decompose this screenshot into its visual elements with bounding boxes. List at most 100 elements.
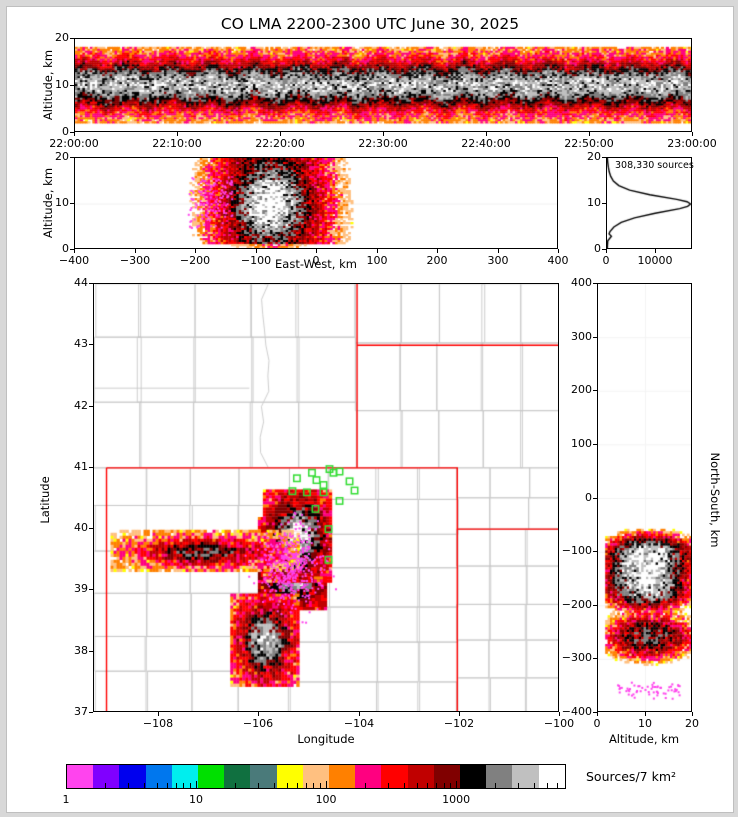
colorbar-swatch — [250, 765, 277, 788]
tick-label: 39 — [74, 582, 88, 595]
tick-mark — [606, 249, 607, 253]
tick-mark — [158, 712, 159, 716]
colorbar-minor-tick — [183, 783, 184, 788]
tick-mark — [486, 132, 487, 136]
tick-mark — [593, 498, 597, 499]
colorbar-minor-tick — [495, 783, 496, 788]
tick-label: 22:20:00 — [255, 137, 305, 150]
tick-label: 10 — [587, 196, 601, 209]
tick-mark — [593, 444, 597, 445]
tick-mark — [316, 249, 317, 253]
colorbar-minor-tick — [320, 783, 321, 788]
colorbar-minor-tick — [167, 783, 168, 788]
colorbar-major-tick — [456, 781, 457, 788]
tick-label: 22:30:00 — [358, 137, 408, 150]
tick-label: 100 — [571, 437, 592, 450]
tick-mark — [602, 249, 606, 250]
tick-mark — [593, 551, 597, 552]
tick-mark — [280, 132, 281, 136]
colorbar-label: Sources/7 km² — [586, 769, 677, 784]
north-south-xlabel: Altitude, km — [608, 732, 680, 746]
tick-mark — [258, 712, 259, 716]
colorbar-minor-tick — [306, 783, 307, 788]
altitude-histogram-curve — [607, 158, 691, 248]
tick-mark — [89, 406, 93, 407]
tick-label: 22:10:00 — [152, 137, 202, 150]
north-south-ylabel: North-South, km — [708, 452, 722, 548]
tick-label: 0 — [593, 717, 601, 730]
tick-mark — [70, 85, 74, 86]
colorbar-swatch — [302, 765, 330, 788]
tick-label: 10 — [638, 717, 652, 730]
tick-mark — [70, 157, 74, 158]
tick-label: 20 — [587, 150, 601, 163]
tick-mark — [359, 712, 360, 716]
tick-label: 44 — [74, 276, 88, 289]
colorbar-swatch — [198, 765, 225, 788]
tick-label: 20 — [685, 717, 699, 730]
tick-mark — [593, 712, 597, 713]
east-west-ylabel: Altitude, km — [41, 167, 55, 239]
colorbar-minor-tick — [144, 783, 145, 788]
panel-north-south[interactable] — [597, 283, 692, 712]
colorbar-swatch — [381, 765, 408, 788]
colorbar-tick-label: 1000 — [442, 793, 471, 806]
tick-label: 200 — [571, 383, 592, 396]
source-count-annotation: 308,330 sources — [615, 160, 694, 171]
colorbar-swatch — [538, 765, 565, 788]
colorbar-swatch — [171, 765, 199, 788]
time-height-scatter — [75, 39, 691, 131]
colorbar-minor-tick — [274, 783, 275, 788]
tick-label: 37 — [74, 705, 88, 718]
panel-time-height[interactable] — [74, 38, 692, 132]
tick-label: 23:00:00 — [667, 137, 717, 150]
tick-mark — [645, 712, 646, 716]
tick-mark — [602, 157, 606, 158]
colorbar-minor-tick — [518, 783, 519, 788]
colorbar-minor-tick — [235, 783, 236, 788]
tick-label: 41 — [74, 460, 88, 473]
east-west-xlabel: East-West, km — [275, 257, 357, 271]
colorbar-minor-tick — [404, 783, 405, 788]
tick-mark — [89, 528, 93, 529]
colorbar-minor-tick — [547, 783, 548, 788]
tick-mark — [602, 203, 606, 204]
colorbar-minor-tick — [128, 783, 129, 788]
colorbar-minor-tick — [444, 783, 445, 788]
colorbar-minor-tick — [417, 783, 418, 788]
figure-canvas: CO LMA 2200-2300 UTC June 30, 2025 0 10 20… — [6, 6, 734, 813]
colorbar-minor-tick — [190, 783, 191, 788]
tick-label: 0 — [312, 254, 320, 267]
colorbar[interactable] — [66, 764, 566, 789]
tick-label: −200 — [179, 254, 211, 267]
tick-mark — [692, 712, 693, 716]
tick-label: 22:00:00 — [49, 137, 99, 150]
colorbar-minor-tick — [427, 783, 428, 788]
colorbar-tick-label: 100 — [315, 793, 337, 806]
tick-mark — [89, 283, 93, 284]
tick-label: 0 — [585, 491, 592, 504]
colorbar-major-tick — [326, 781, 327, 788]
panel-east-west[interactable] — [74, 157, 558, 249]
colorbar-minor-tick — [157, 783, 158, 788]
tick-mark — [74, 249, 75, 253]
colorbar-swatch — [67, 765, 94, 788]
colorbar-tick-label: 1 — [62, 793, 70, 806]
tick-label: 0 — [602, 254, 610, 267]
tick-mark — [593, 390, 597, 391]
tick-mark — [195, 249, 196, 253]
tick-label: 22:50:00 — [564, 137, 614, 150]
map-scatter — [94, 284, 558, 711]
colorbar-swatch — [355, 765, 382, 788]
tick-mark — [558, 249, 559, 253]
panel-map[interactable] — [93, 283, 559, 712]
tick-label: 20 — [55, 31, 69, 44]
colorbar-swatch — [460, 765, 487, 788]
colorbar-tick-label: 10 — [189, 793, 204, 806]
tick-mark — [559, 712, 560, 716]
colorbar-minor-tick — [365, 783, 366, 788]
tick-mark — [70, 203, 74, 204]
panel-altitude-histogram[interactable] — [606, 157, 692, 249]
tick-label: −200 — [561, 598, 592, 611]
tick-label: −100 — [240, 254, 272, 267]
